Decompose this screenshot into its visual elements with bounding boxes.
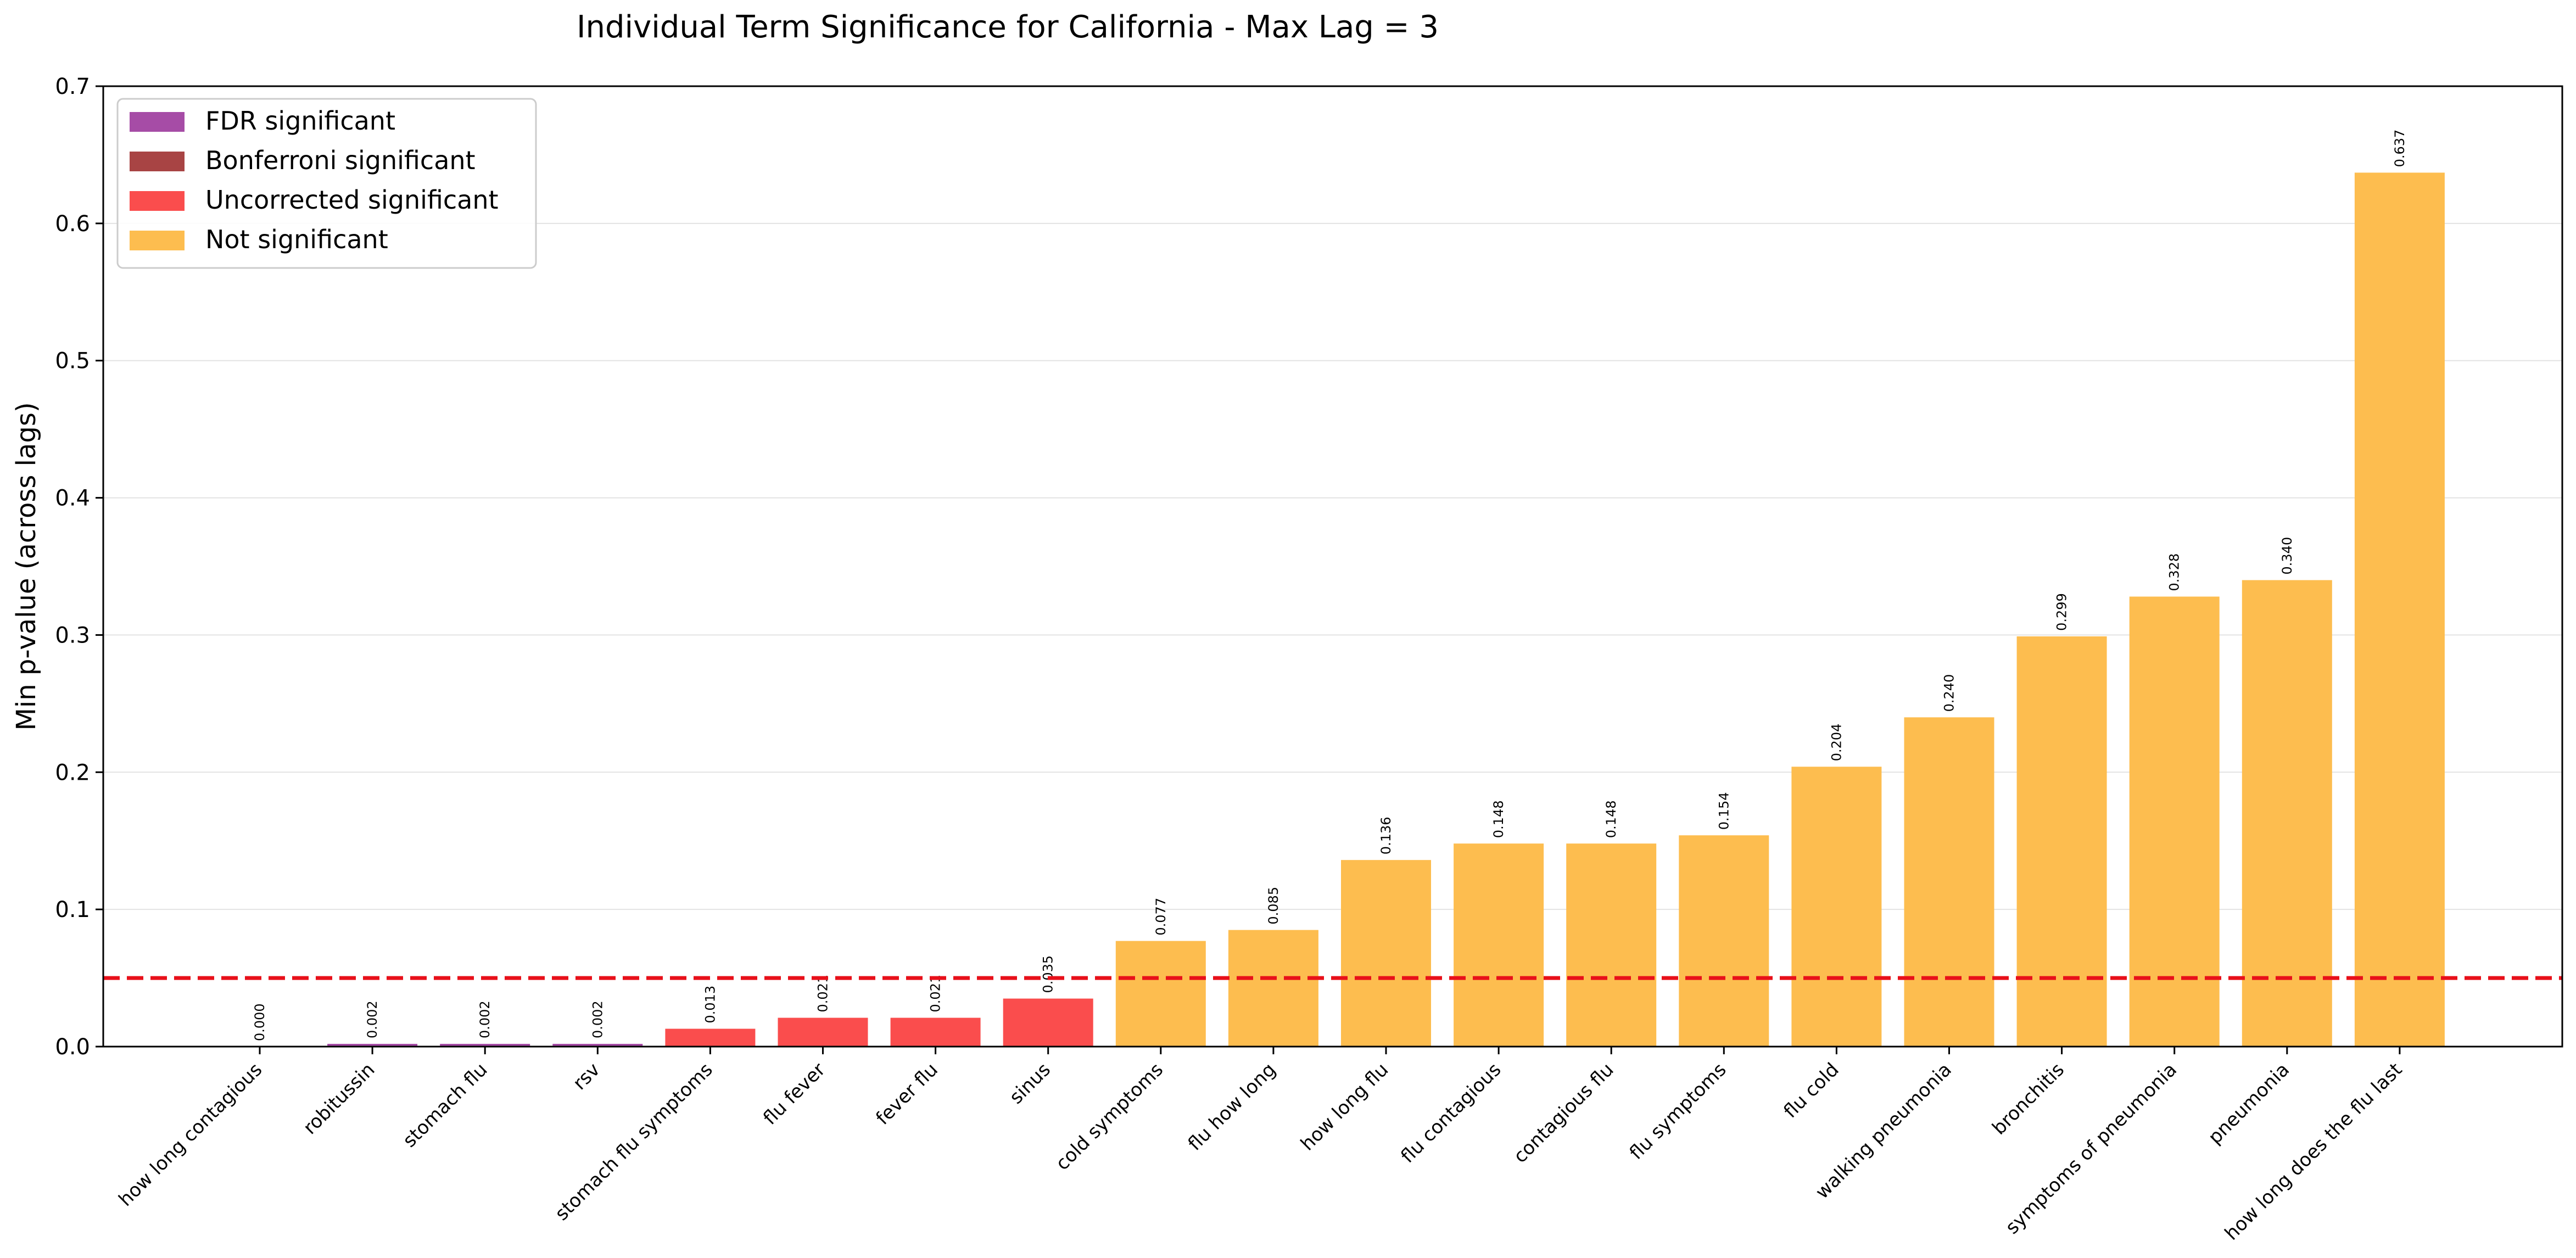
y-tick-label: 0.6 bbox=[55, 211, 90, 237]
bar bbox=[665, 1028, 756, 1047]
value-labels: 0.000 0.002 0.002 0.002 0.013 0.021 0.021 0.035… bbox=[252, 130, 2407, 1041]
value-label: 0.299 bbox=[2054, 593, 2070, 631]
value-label: 0.154 bbox=[1716, 792, 1731, 830]
value-label: 0.021 bbox=[928, 975, 943, 1013]
bar bbox=[1228, 930, 1318, 1047]
legend-box bbox=[116, 98, 537, 269]
value-label: 0.000 bbox=[252, 1003, 267, 1041]
y-tick-label: 0.5 bbox=[55, 349, 90, 374]
value-label: 0.013 bbox=[702, 986, 718, 1024]
legend-label: Uncorrected significant bbox=[205, 185, 499, 215]
legend: FDR significant Bonferroni significant Unc… bbox=[116, 98, 537, 269]
value-label: 0.077 bbox=[1153, 898, 1169, 936]
value-label: 0.148 bbox=[1603, 800, 1619, 838]
y-tick-label: 0.1 bbox=[55, 897, 90, 922]
value-label: 0.637 bbox=[2392, 130, 2407, 167]
value-label: 0.204 bbox=[1829, 724, 1844, 762]
legend-swatch bbox=[130, 152, 185, 171]
value-label: 0.240 bbox=[1942, 674, 1957, 712]
gridlines bbox=[103, 222, 2562, 910]
bar bbox=[1679, 835, 1769, 1047]
bar bbox=[327, 1044, 418, 1047]
value-label: 0.035 bbox=[1041, 955, 1056, 993]
y-tick-label: 0.3 bbox=[55, 623, 90, 648]
y-tick-label: 0.4 bbox=[55, 486, 90, 511]
value-label: 0.136 bbox=[1378, 817, 1394, 854]
legend-swatch bbox=[130, 112, 185, 132]
bar bbox=[440, 1044, 530, 1047]
bar bbox=[1904, 717, 1994, 1047]
legend-swatch bbox=[130, 231, 185, 250]
bar bbox=[778, 1017, 868, 1047]
bar bbox=[1003, 998, 1093, 1047]
value-label: 0.340 bbox=[2279, 537, 2295, 575]
bar bbox=[1454, 843, 1544, 1047]
bar bbox=[1566, 843, 1657, 1047]
bar bbox=[552, 1044, 643, 1047]
chart-title: Individual Term Significance for Califor… bbox=[577, 9, 1439, 45]
bar bbox=[1791, 767, 1882, 1047]
bar bbox=[2242, 580, 2332, 1047]
value-label: 0.148 bbox=[1491, 800, 1506, 838]
value-label: 0.002 bbox=[477, 1000, 493, 1038]
y-tick-label: 0.7 bbox=[55, 74, 90, 99]
legend-label: Bonferroni significant bbox=[205, 146, 476, 175]
legend-label: Not significant bbox=[205, 225, 388, 254]
y-axis: 0.0 0.1 0.2 0.3 0.4 0.5 0.6 0.7 bbox=[55, 74, 103, 1060]
bar bbox=[2016, 636, 2107, 1047]
y-tick-label: 0.0 bbox=[55, 1035, 90, 1060]
y-axis-label: Min p-value (across lags) bbox=[11, 402, 42, 730]
bar bbox=[2129, 596, 2220, 1047]
plot-frame bbox=[102, 85, 2563, 1048]
bar bbox=[1341, 860, 1431, 1047]
legend-swatch bbox=[130, 191, 185, 211]
bar bbox=[1115, 941, 1206, 1047]
value-label: 0.002 bbox=[365, 1000, 380, 1038]
legend-label: FDR significant bbox=[205, 106, 395, 136]
value-label: 0.328 bbox=[2167, 553, 2182, 591]
bar bbox=[2354, 172, 2445, 1047]
value-label: 0.002 bbox=[590, 1000, 605, 1038]
value-label: 0.021 bbox=[815, 975, 831, 1013]
value-label: 0.085 bbox=[1266, 887, 1281, 925]
bar bbox=[890, 1017, 981, 1047]
y-tick-label: 0.2 bbox=[55, 760, 90, 785]
